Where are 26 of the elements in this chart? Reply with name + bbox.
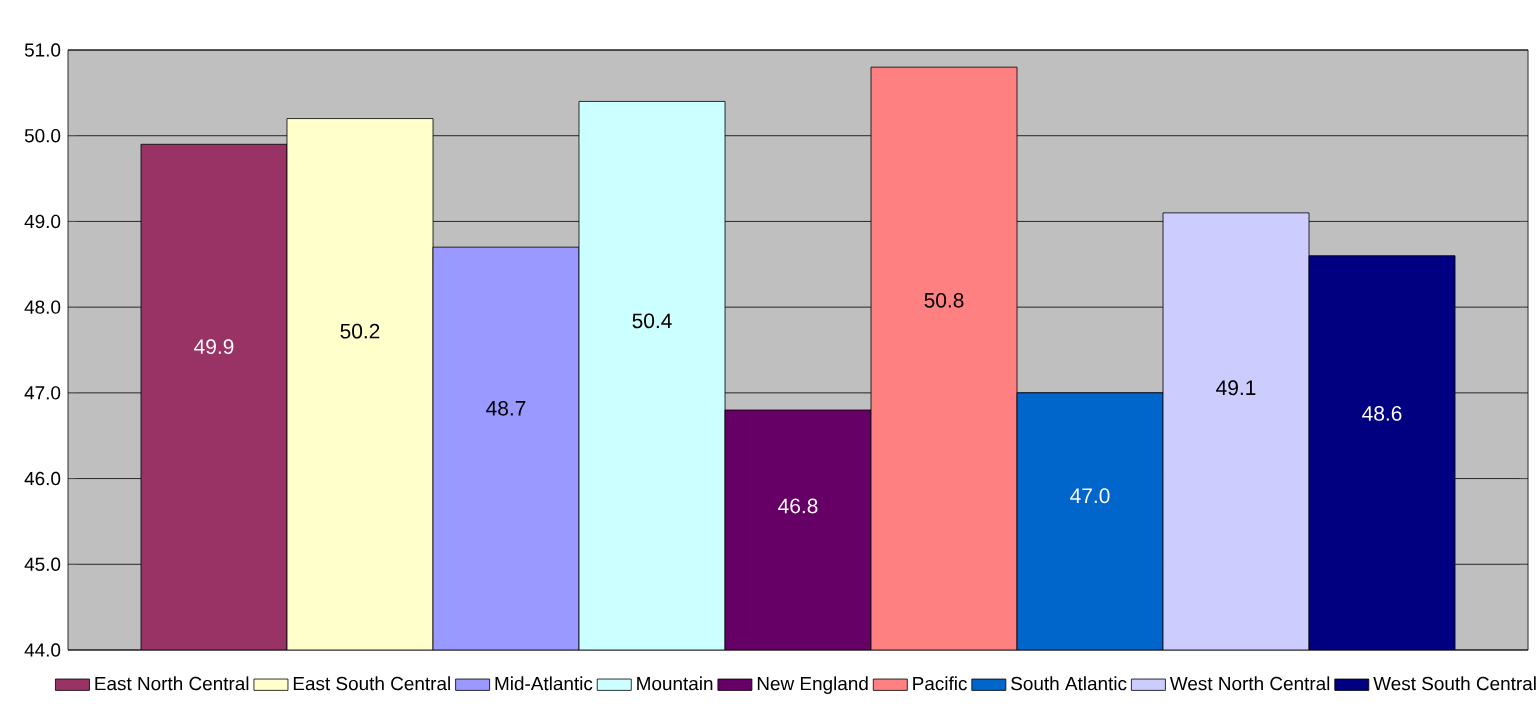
data-label: 50.8: [924, 292, 964, 308]
y-tick-label: 50.0: [24, 129, 61, 143]
legend-label: East South Central: [293, 676, 450, 691]
y-tick-label: 44.0: [24, 643, 61, 657]
legend-label: South Atlantic: [1011, 676, 1127, 691]
y-tick-label: 51.0: [24, 43, 61, 57]
legend-label: East North Central: [95, 676, 249, 691]
legend-label: West South Central: [1373, 676, 1536, 691]
data-label: 49.1: [1216, 380, 1256, 396]
legend-label: New England: [757, 676, 868, 695]
data-label: 50.4: [632, 313, 672, 329]
data-label: 48.7: [486, 400, 526, 416]
y-tick-label: 49.0: [24, 214, 61, 229]
data-label: 48.6: [1362, 406, 1402, 421]
data-label: 49.9: [194, 339, 234, 354]
legend-label: Mid-Atlantic: [495, 676, 593, 691]
data-label: 47.0: [1070, 488, 1110, 504]
data-label: 50.2: [340, 323, 380, 339]
legend-label: Mountain: [637, 676, 713, 691]
y-tick-label: 45.0: [24, 557, 61, 571]
y-tick-label: 46.0: [24, 471, 61, 486]
legend-label: West North Central: [1169, 676, 1330, 691]
legend-label: Pacific: [913, 676, 967, 691]
y-tick-label: 48.0: [24, 300, 61, 314]
data-label: 46.8: [778, 498, 818, 514]
y-tick-label: 47.0: [24, 386, 61, 400]
